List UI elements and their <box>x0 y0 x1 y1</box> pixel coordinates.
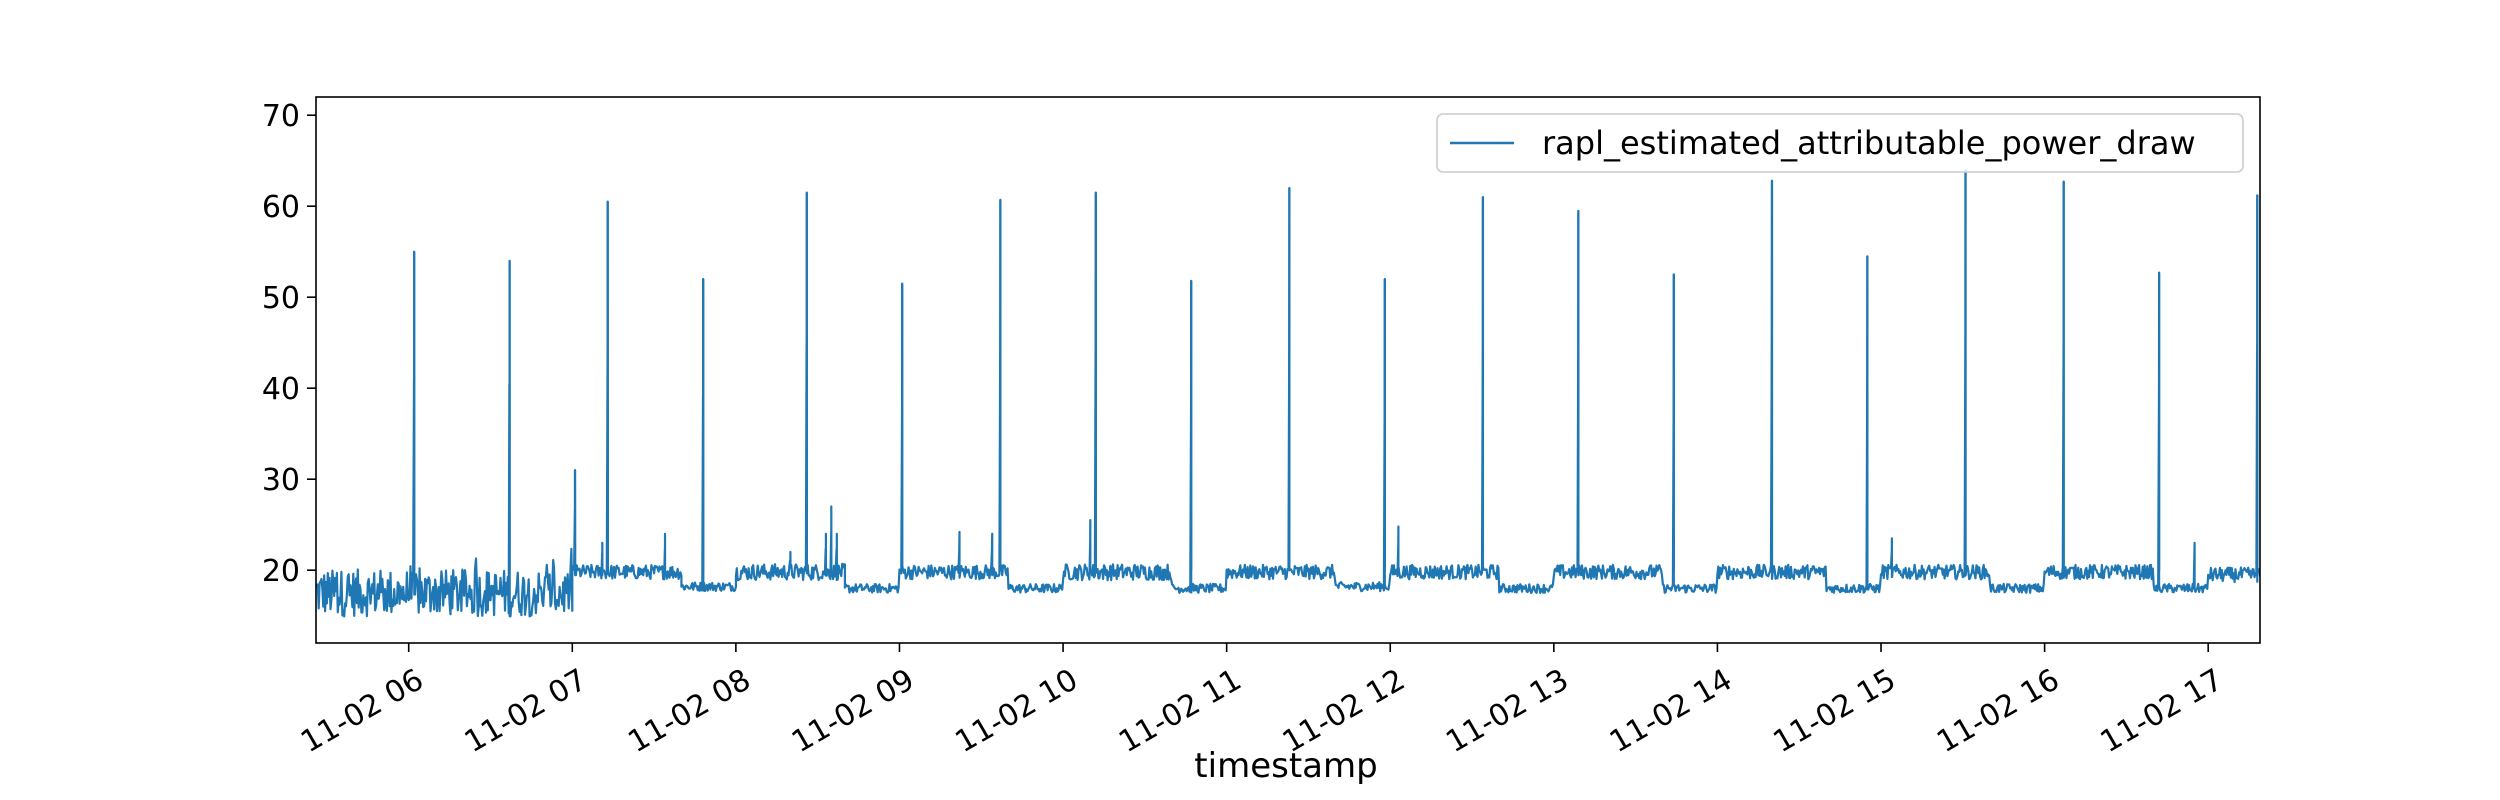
legend-box <box>1436 113 2244 173</box>
series-line <box>316 168 2260 618</box>
plot-area <box>316 168 2260 618</box>
y-tick-label: 20 <box>262 554 300 589</box>
y-tick-label: 40 <box>262 372 300 407</box>
legend: rapl_estimated_attributable_power_draw <box>1436 113 2244 173</box>
axes-frame <box>315 96 2261 644</box>
y-tick-label: 50 <box>262 281 300 316</box>
y-tick-label: 70 <box>262 99 300 134</box>
peak-marks <box>413 169 2259 571</box>
y-axis: 20 30 40 50 60 70 <box>262 99 316 589</box>
y-tick-label: 30 <box>262 463 300 498</box>
legend-entry-label: rapl_estimated_attributable_power_draw <box>1542 124 2196 162</box>
x-axis-label: timestamp <box>1194 746 1377 786</box>
y-tick-label: 60 <box>262 190 300 225</box>
